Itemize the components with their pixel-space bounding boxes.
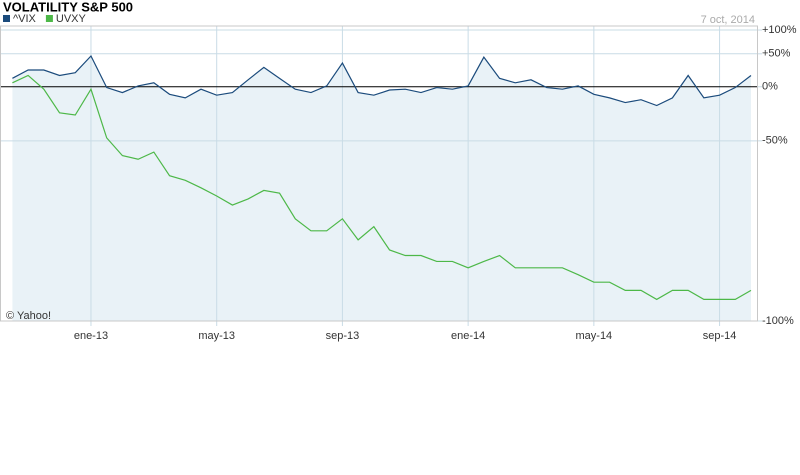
chart-title: VOLATILITY S&P 500 — [3, 0, 133, 14]
area-fill — [12, 56, 751, 321]
x-tick-label: may-13 — [198, 330, 235, 342]
y-tick-label: -50% — [762, 135, 788, 147]
legend-label: ^VIX — [13, 13, 37, 25]
x-tick-label: ene-14 — [451, 330, 485, 342]
legend: ^VIX UVXY — [3, 13, 87, 25]
plot-frame — [0, 25, 758, 322]
legend-swatch — [3, 15, 10, 22]
x-tick-label: sep-14 — [703, 330, 737, 342]
legend-label: UVXY — [56, 13, 87, 25]
y-tick-label: 0% — [762, 81, 778, 93]
y-tick-label: -100% — [762, 315, 794, 327]
legend-swatch — [45, 15, 53, 22]
source-label: © Yahoo! — [6, 310, 51, 322]
y-tick-label: +50% — [762, 48, 791, 60]
x-tick-label: ene-13 — [74, 330, 108, 342]
x-tick-label: sep-13 — [326, 330, 360, 342]
x-tick-label: may-14 — [576, 330, 613, 342]
series-line — [12, 74, 752, 301]
series-line — [12, 54, 752, 107]
y-tick-label: +100% — [762, 24, 797, 36]
plot-area — [0, 25, 762, 326]
date-label: 7 oct, 2014 — [701, 14, 755, 26]
